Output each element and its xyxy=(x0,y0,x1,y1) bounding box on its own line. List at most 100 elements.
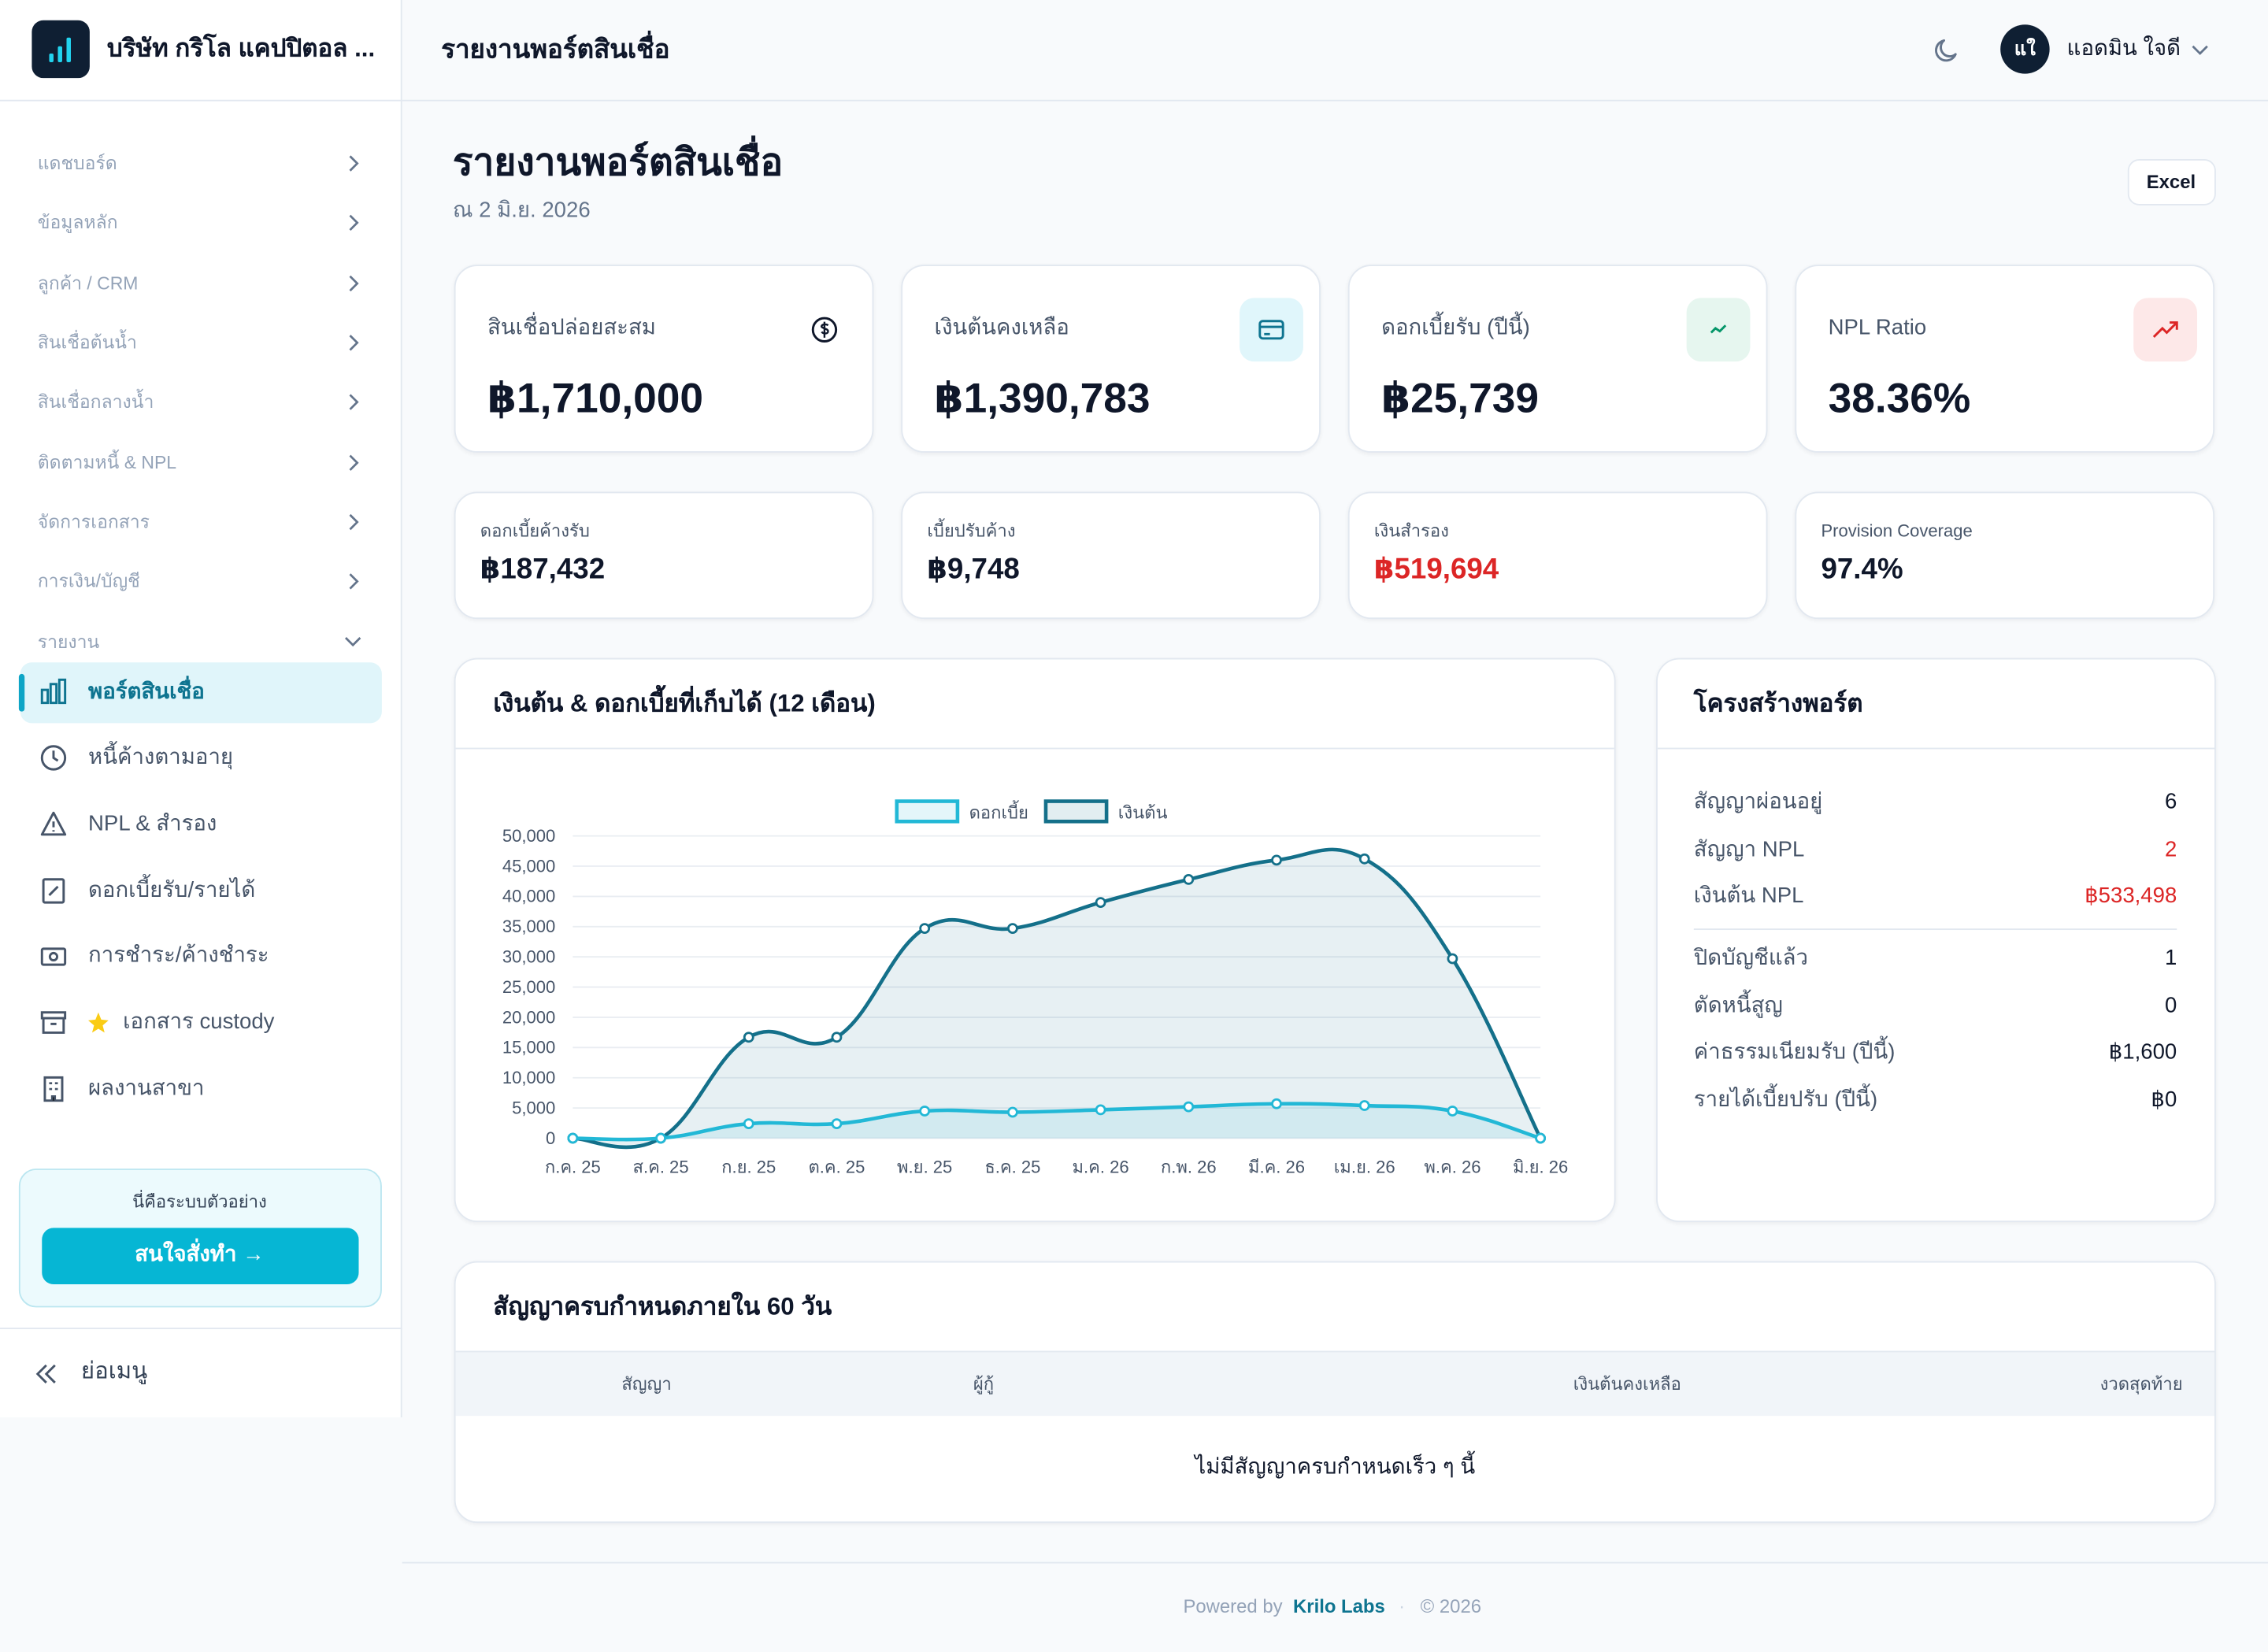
point xyxy=(1358,1100,1370,1111)
structure-card xyxy=(1656,657,2216,1223)
structure-label: เงินต้น NPL xyxy=(1693,883,1804,909)
menu-item[interactable]: ดอกเบี้ยรับ/รายได้ xyxy=(88,877,256,903)
kpi-small-value: 97.4% xyxy=(1821,554,1903,586)
kpi-small-label: เบี้ยปรับค้าง xyxy=(927,520,1016,541)
theme-toggle[interactable] xyxy=(1931,35,1962,66)
logo xyxy=(32,20,90,79)
demo-button[interactable] xyxy=(42,1228,359,1285)
point xyxy=(1271,1098,1282,1109)
kpi-card-small xyxy=(454,491,874,620)
menu-item[interactable]: พอร์ตสินเชื่อ xyxy=(88,680,205,705)
chevron xyxy=(345,637,361,647)
footer-copyright: © 2026 xyxy=(1420,1595,1482,1617)
menu-group[interactable]: ติดตามหนี้ & NPL xyxy=(37,452,177,473)
kpi-value: 38.36% xyxy=(1828,376,1971,423)
structure-value: 6 xyxy=(2164,789,2177,815)
y-tick-label: 25,000 xyxy=(502,977,555,997)
company-name: บริษัท กริโล แคปปิตอล ... xyxy=(106,35,376,62)
chevron xyxy=(349,155,359,172)
x-tick-label: ธ.ค. 25 xyxy=(984,1158,1040,1177)
menu-group[interactable]: แดชบอร์ด xyxy=(37,153,117,174)
excel-button[interactable] xyxy=(2127,159,2216,206)
menu-item[interactable]: หนี้ค้างตามอายุ xyxy=(88,744,234,770)
point xyxy=(567,1132,579,1144)
y-tick-label: 35,000 xyxy=(502,917,555,936)
menu-group[interactable]: การเงิน/บัญชี xyxy=(37,571,140,592)
menu-icon xyxy=(43,1076,64,1102)
point xyxy=(655,1132,666,1144)
point xyxy=(1006,923,1018,934)
point xyxy=(1006,1106,1018,1118)
menu-group[interactable]: จัดการเอกสาร xyxy=(37,512,150,532)
menu-item[interactable]: การชำระ/ค้างชำระ xyxy=(88,943,269,968)
structure-divider xyxy=(1657,747,2215,750)
menu-icon xyxy=(40,745,67,771)
chart-card xyxy=(454,657,1616,1223)
kpi-card xyxy=(454,265,874,453)
user-name[interactable]: แอดมิน ใจดี xyxy=(2066,35,2181,61)
kpi-small-value: ฿9,748 xyxy=(927,554,1020,586)
user-chevron[interactable] xyxy=(2190,40,2211,61)
line xyxy=(573,847,1543,1150)
menu-group[interactable]: ข้อมูลหลัก xyxy=(37,212,118,233)
demo-button-label[interactable]: สนใจสั่งทำ → xyxy=(135,1242,265,1267)
menu-icon xyxy=(40,678,67,705)
x-tick-label: ก.ย. 25 xyxy=(721,1158,776,1177)
kpi-value: ฿1,710,000 xyxy=(487,376,704,423)
kpi-small-value: ฿187,432 xyxy=(480,554,606,586)
kpi-card-small xyxy=(901,491,1321,620)
kpi-icon xyxy=(811,317,838,343)
y-tick-label: 20,000 xyxy=(502,1007,555,1027)
footer-border xyxy=(402,1561,2268,1564)
footer-brand[interactable]: Krilo Labs xyxy=(1293,1595,1385,1617)
header-border xyxy=(0,99,2268,102)
kpi-small-label: เงินสำรอง xyxy=(1373,520,1449,541)
structure-value: ฿0 xyxy=(2151,1087,2177,1113)
chevron xyxy=(349,454,359,471)
point xyxy=(743,1032,754,1043)
collapse-label[interactable]: ย่อเมนู xyxy=(80,1359,148,1384)
column-header: ผู้กู้ xyxy=(973,1373,995,1395)
chart-title: เงินต้น & ดอกเบี้ยที่เก็บได้ (12 เดือน) xyxy=(493,690,876,718)
point xyxy=(1358,853,1370,865)
kpi-label: NPL Ratio xyxy=(1828,315,1927,340)
structure-value: ฿533,498 xyxy=(2085,883,2177,909)
menu-icon xyxy=(42,878,65,904)
table-title: สัญญาครบกำหนดภายใน 60 วัน xyxy=(493,1293,832,1320)
chevron xyxy=(349,513,359,531)
structure-label: ค่าธรรมเนียมรับ (ปีนี้) xyxy=(1693,1039,1896,1065)
header-title: รายงานพอร์ตสินเชื่อ xyxy=(441,35,670,64)
menu-group[interactable]: ลูกค้า / CRM xyxy=(37,273,139,294)
menu-section[interactable]: รายงาน xyxy=(37,632,100,653)
chevron xyxy=(349,394,359,410)
y-tick-label: 45,000 xyxy=(502,856,555,876)
kpi-value: ฿25,739 xyxy=(1381,376,1540,423)
point xyxy=(1095,897,1106,908)
menu-group[interactable]: สินเชื่อต้นน้ำ xyxy=(37,332,137,354)
structure-value: 1 xyxy=(2164,946,2177,971)
area xyxy=(573,849,1541,1147)
kpi-card-small xyxy=(1347,491,1768,620)
kpi-icon xyxy=(2152,321,2178,338)
chevron xyxy=(349,573,359,590)
point xyxy=(1095,1104,1106,1116)
structure-label: สัญญาผ่อนอยู่ xyxy=(1693,789,1823,815)
menu-group[interactable]: สินเชื่อกลางน้ำ xyxy=(37,391,154,413)
footer-separator: · xyxy=(1399,1595,1406,1617)
page-subtitle: ณ 2 มิ.ย. 2026 xyxy=(452,198,591,223)
line xyxy=(573,1102,1541,1142)
legend-swatch xyxy=(895,799,960,824)
menu-item[interactable]: เอกสาร custody xyxy=(123,1009,275,1035)
kpi-value: ฿1,390,783 xyxy=(934,376,1151,423)
point xyxy=(831,1032,843,1043)
avatar[interactable] xyxy=(2000,24,2050,74)
menu-item[interactable]: ผลงานสาขา xyxy=(88,1076,205,1101)
point xyxy=(1447,1106,1458,1117)
menu-item[interactable]: NPL & สำรอง xyxy=(88,811,217,836)
y-tick-label: 5,000 xyxy=(512,1098,555,1117)
excel-label[interactable]: Excel xyxy=(2146,170,2196,193)
kpi-label: เงินต้นคงเหลือ xyxy=(934,315,1069,340)
avatar-initials[interactable]: แใ xyxy=(2014,37,2036,60)
